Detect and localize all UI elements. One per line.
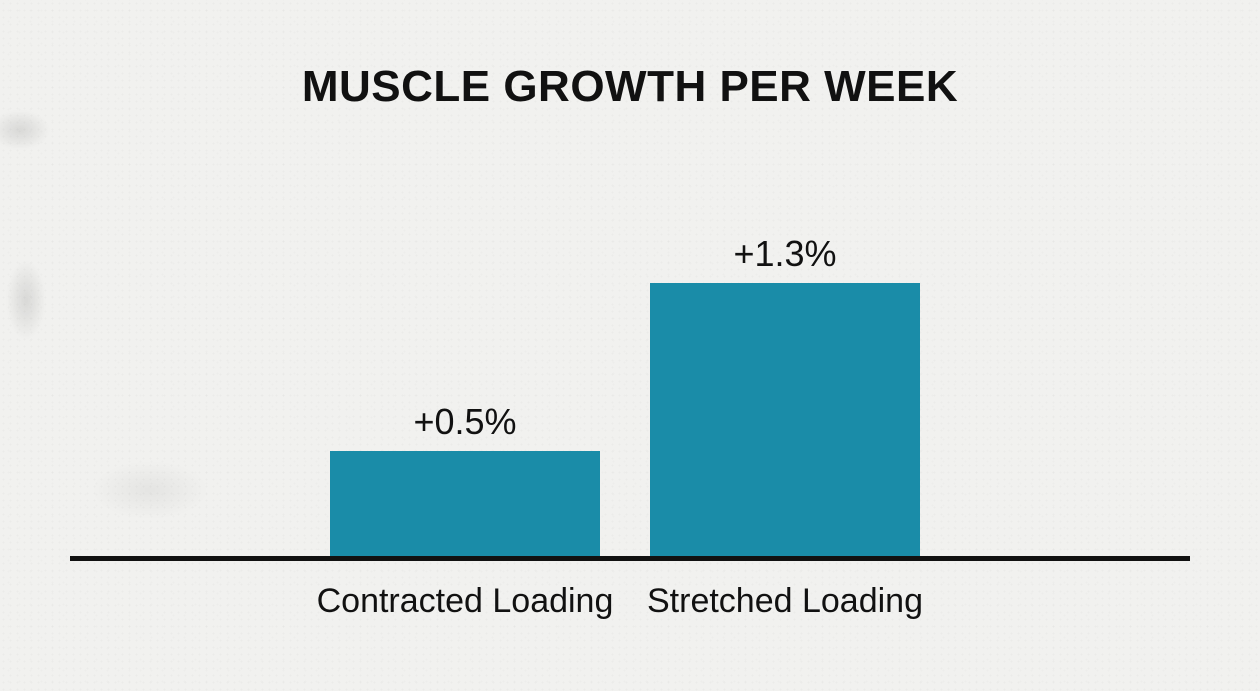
muscle-growth-chart: MUSCLE GROWTH PER WEEK +0.5% Contracted L…: [0, 0, 1260, 691]
x-axis: [70, 556, 1190, 561]
bar-value-1: +1.3%: [650, 233, 920, 275]
bar-category-1: Stretched Loading: [630, 582, 940, 621]
bar-value-0: +0.5%: [330, 401, 600, 443]
bar-1: [650, 283, 920, 556]
bar-category-0: Contracted Loading: [310, 582, 620, 621]
bar-0: [330, 451, 600, 556]
chart-title: MUSCLE GROWTH PER WEEK: [0, 62, 1260, 112]
